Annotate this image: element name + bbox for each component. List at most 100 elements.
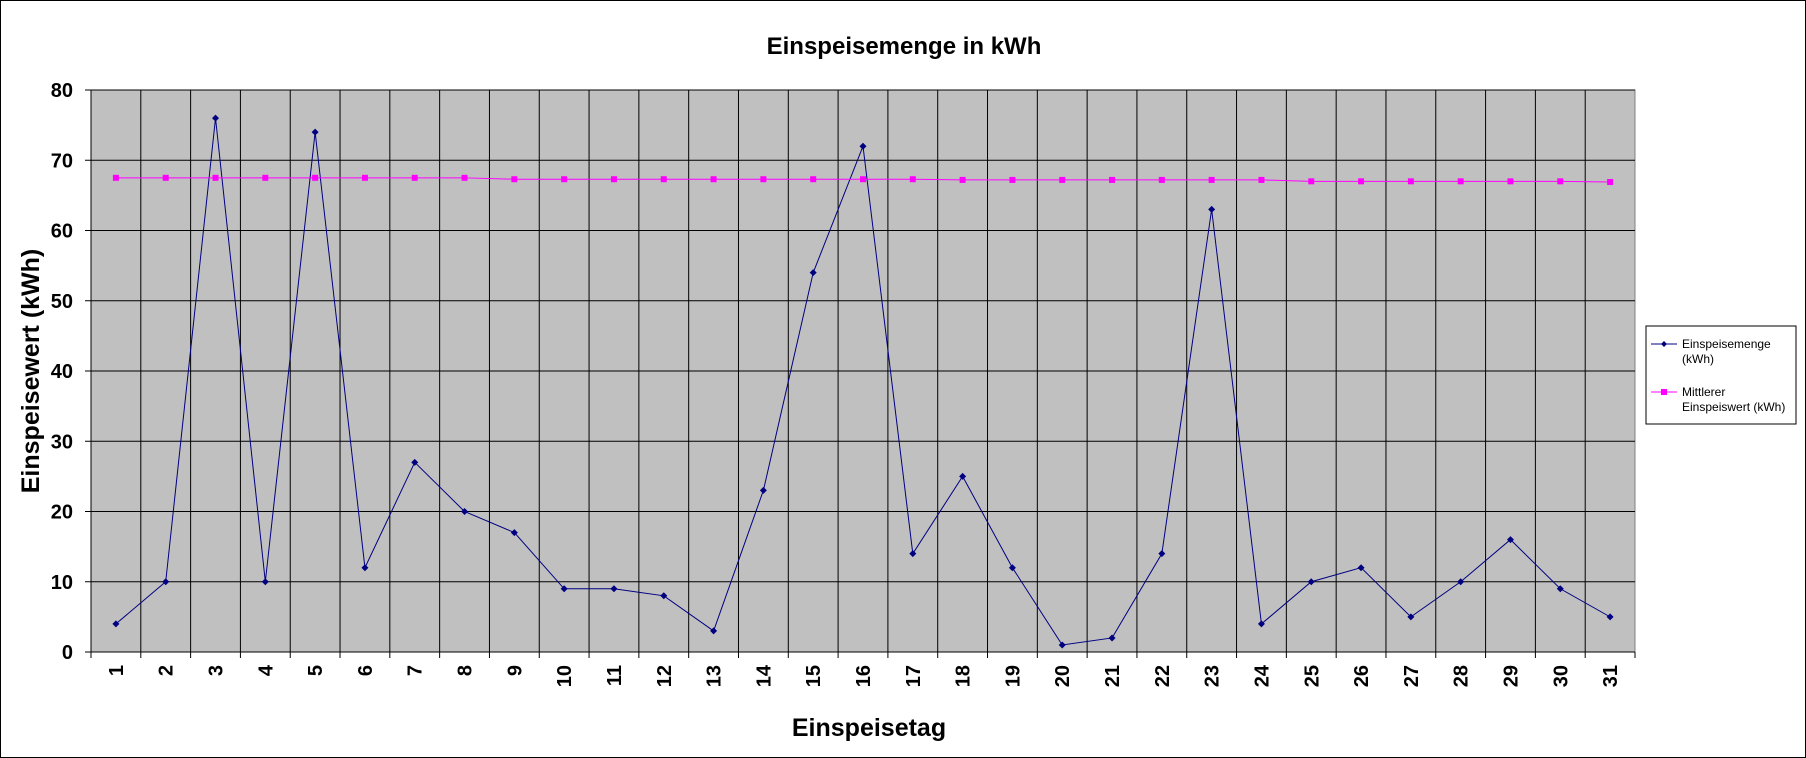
data-point <box>710 627 718 635</box>
data-point <box>262 174 269 181</box>
legend-box <box>1645 325 1797 425</box>
data-point <box>1158 550 1166 558</box>
data-point <box>660 592 668 600</box>
data-point <box>610 585 618 593</box>
data-point <box>610 176 617 183</box>
y-tick-label: 50 <box>51 291 73 313</box>
x-tick-label: 1 <box>106 665 128 676</box>
data-point <box>1008 564 1016 572</box>
x-tick-label: 20 <box>1052 665 1074 687</box>
data-point <box>461 174 468 181</box>
data-point <box>1357 564 1365 572</box>
data-point <box>959 472 967 480</box>
y-tick-label: 80 <box>51 80 73 102</box>
data-point <box>1507 178 1514 185</box>
data-point <box>361 174 368 181</box>
y-tick-label: 0 <box>62 642 73 664</box>
x-tick-label: 18 <box>953 665 975 687</box>
data-point <box>510 529 518 537</box>
x-tick-label: 5 <box>305 665 327 676</box>
series <box>112 114 1614 649</box>
x-tick-label: 9 <box>504 665 526 676</box>
x-tick-label: 15 <box>803 665 825 687</box>
data-point <box>759 486 767 494</box>
y-tick-label: 10 <box>51 572 73 594</box>
x-tick-label: 30 <box>1550 665 1572 687</box>
data-point <box>511 176 518 183</box>
data-point <box>411 174 418 181</box>
data-point <box>311 128 319 136</box>
x-tick-label: 11 <box>604 665 626 686</box>
chart-title: Einspeisemenge in kWh <box>767 33 1042 60</box>
legend-item: Einspeisemenge(kWh) <box>1651 337 1771 366</box>
y-tick-labels: 0 10 20 30 40 50 60 70 80 <box>51 80 73 664</box>
x-tick-label: 16 <box>853 665 875 687</box>
data-point <box>461 508 469 515</box>
data-point <box>1407 613 1415 621</box>
x-tick-labels: 1 2 3 4 5 6 7 8 9 10 11 12 13 14 15 16 17 18 19 20 21 22 23 24 2… <box>106 664 1622 687</box>
data-point <box>1258 176 1265 183</box>
data-point <box>1556 585 1564 593</box>
data-point <box>411 458 419 466</box>
data-point <box>261 578 269 586</box>
data-point <box>1208 205 1216 213</box>
data-point <box>809 269 817 277</box>
legend-label: Einspeisemenge <box>1682 337 1771 351</box>
data-point <box>561 176 568 183</box>
data-point <box>959 176 966 183</box>
data-point <box>1058 641 1066 649</box>
y-tick-label: 40 <box>51 361 73 383</box>
x-tick-label: 23 <box>1202 665 1224 687</box>
data-point <box>1109 176 1116 183</box>
y-tick-label: 20 <box>51 502 73 524</box>
y-tick-label: 60 <box>51 221 73 243</box>
legend-marker <box>1661 341 1667 347</box>
x-tick-label: 13 <box>704 665 726 687</box>
data-point <box>1506 536 1514 544</box>
data-point <box>860 176 866 183</box>
x-tick-label: 17 <box>903 665 925 687</box>
data-point <box>1059 176 1066 183</box>
axes <box>85 89 1636 658</box>
data-point <box>1358 178 1365 185</box>
y-tick-label: 30 <box>51 431 73 453</box>
x-tick-label: 7 <box>405 665 427 676</box>
x-tick-label: 27 <box>1401 665 1423 687</box>
x-tick-label: 3 <box>206 665 228 676</box>
data-point <box>1607 179 1614 186</box>
data-point <box>162 578 170 586</box>
data-point <box>710 176 717 183</box>
data-point <box>312 174 319 181</box>
x-tick-label: 6 <box>355 665 377 676</box>
data-point <box>1158 176 1165 183</box>
legend-label: Mittlerer <box>1682 385 1725 399</box>
x-tick-label: 19 <box>1002 665 1024 687</box>
data-point <box>560 585 568 593</box>
data-point <box>909 550 917 558</box>
legend-marker <box>1661 389 1667 395</box>
legend-label: (kWh) <box>1682 352 1714 366</box>
x-tick-label: 22 <box>1152 665 1174 687</box>
data-point <box>112 620 120 628</box>
data-point <box>1557 178 1564 185</box>
series-1 <box>112 114 1614 649</box>
legend: Einspeisemenge(kWh) MittlererEinspeiswert… <box>1645 325 1797 425</box>
data-point <box>1257 620 1265 628</box>
x-tick-label: 21 <box>1102 665 1124 687</box>
x-tick-label: 28 <box>1451 665 1473 687</box>
x-tick-label: 25 <box>1301 665 1323 687</box>
data-point <box>859 142 867 150</box>
data-point <box>1606 613 1614 621</box>
data-point <box>909 176 916 183</box>
data-point <box>1457 578 1465 586</box>
y-tick-label: 70 <box>51 150 73 172</box>
data-point <box>1009 176 1016 183</box>
data-point <box>212 114 220 122</box>
data-point <box>212 174 219 181</box>
x-tick-label: 2 <box>156 665 178 676</box>
x-tick-label: 4 <box>255 664 277 676</box>
data-point <box>1457 178 1464 185</box>
